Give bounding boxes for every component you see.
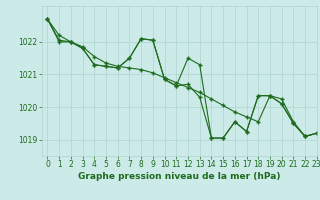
X-axis label: Graphe pression niveau de la mer (hPa): Graphe pression niveau de la mer (hPa): [78, 172, 280, 181]
